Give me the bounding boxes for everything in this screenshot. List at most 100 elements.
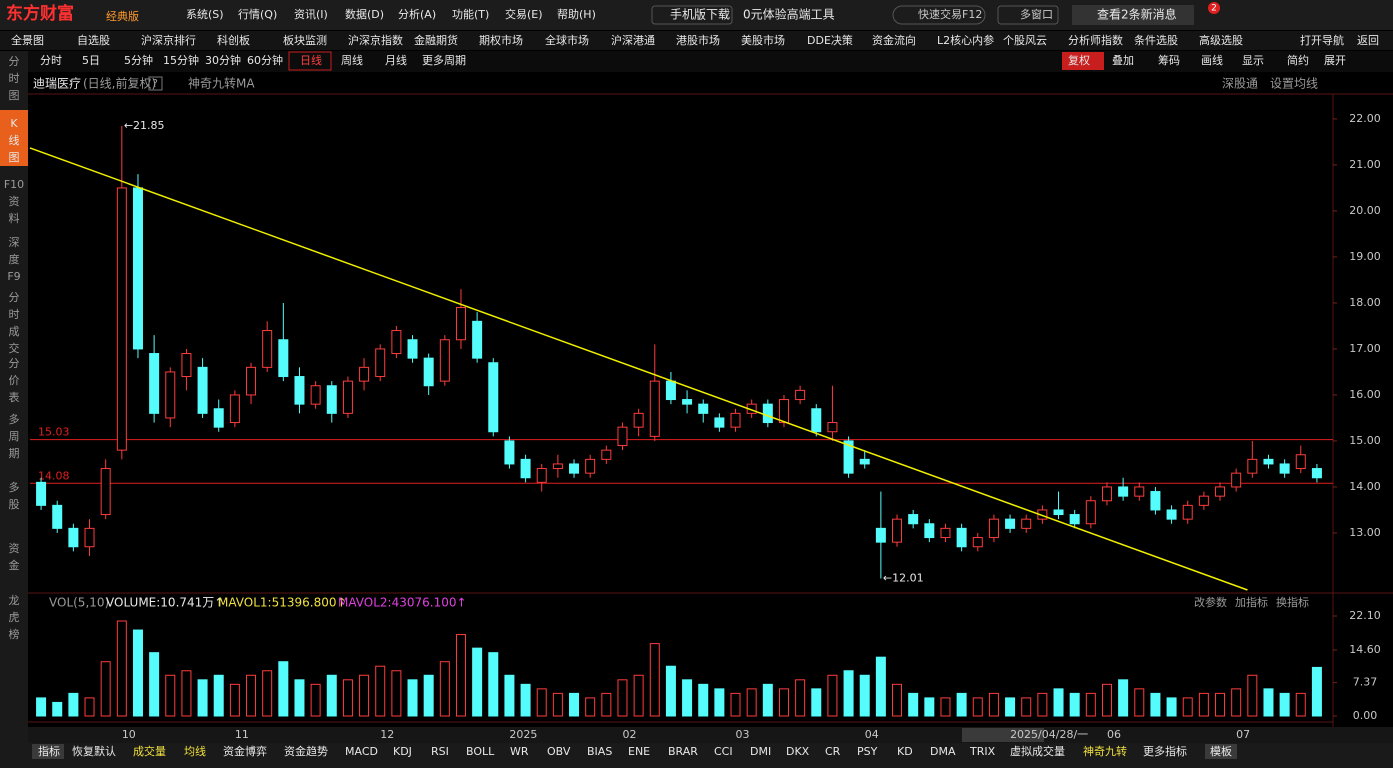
period[interactable]: 5分钟 bbox=[124, 53, 153, 67]
indicator-tab[interactable]: 更多指标 bbox=[1143, 744, 1187, 758]
help-box[interactable] bbox=[148, 76, 163, 91]
period[interactable]: 30分钟 bbox=[205, 53, 241, 67]
vol-action[interactable]: 加指标 bbox=[1235, 595, 1268, 609]
indicator-tab[interactable]: DMA bbox=[930, 745, 956, 758]
help[interactable]: ? bbox=[152, 77, 158, 90]
nav-item[interactable]: 个股风云 bbox=[1003, 34, 1047, 47]
menu-item[interactable]: 系统(S) bbox=[186, 8, 224, 21]
menu-item[interactable]: 行情(Q) bbox=[238, 8, 277, 21]
indicator-tab[interactable]: 资金趋势 bbox=[284, 744, 328, 758]
nav-item[interactable]: 返回 bbox=[1357, 34, 1379, 47]
sidebar-item[interactable]: 分时图 bbox=[9, 55, 20, 102]
indicator-tab[interactable]: 虚拟成交量 bbox=[1010, 744, 1065, 758]
period[interactable]: 5日 bbox=[82, 54, 100, 67]
tool[interactable]: 展开 bbox=[1324, 54, 1346, 67]
nav-item[interactable]: 全球市场 bbox=[545, 33, 589, 47]
indicator-tab[interactable]: TRIX bbox=[969, 745, 996, 758]
nav-item[interactable]: 自选股 bbox=[77, 34, 110, 47]
sidebar-item[interactable]: 分价表 bbox=[9, 357, 20, 404]
nav-item[interactable]: 科创板 bbox=[217, 33, 250, 47]
period[interactable]: 15分钟 bbox=[163, 53, 199, 67]
multi-window-button[interactable] bbox=[997, 5, 1059, 25]
nav-item[interactable]: 高级选股 bbox=[1199, 33, 1243, 47]
nav-item[interactable]: DDE决策 bbox=[807, 33, 853, 47]
indicator-tab[interactable]: PSY bbox=[857, 745, 878, 758]
menu-item[interactable]: 数据(D) bbox=[345, 7, 384, 21]
indicator-tab[interactable]: DMI bbox=[750, 745, 771, 758]
sidebar-item[interactable]: F10 资料 bbox=[4, 178, 24, 225]
menu-item[interactable]: 资讯(I) bbox=[294, 8, 328, 21]
nav-item[interactable]: 条件选股 bbox=[1134, 33, 1178, 47]
indicator-tab[interactable]: 指标 bbox=[38, 744, 60, 758]
indicator-tab[interactable]: 均线 bbox=[184, 744, 206, 758]
indicator-tab[interactable]: 神奇九转 bbox=[1083, 744, 1127, 758]
indicator-tab[interactable]: OBV bbox=[547, 745, 571, 758]
indicator-tab[interactable]: CCI bbox=[714, 745, 733, 758]
indicator-tab[interactable]: 模板 bbox=[1210, 744, 1232, 758]
sidebar-item[interactable]: 多股 bbox=[9, 480, 20, 511]
sidebar-item[interactable]: 资金 bbox=[9, 542, 20, 572]
mobile-button[interactable] bbox=[651, 5, 733, 25]
nav-item[interactable]: 美股市场 bbox=[741, 33, 785, 47]
tool[interactable]: 显示 bbox=[1242, 54, 1264, 67]
nav-item[interactable]: 资金流向 bbox=[872, 33, 916, 47]
nav-item[interactable]: 全景图 bbox=[11, 33, 44, 47]
period[interactable]: 分时 bbox=[40, 54, 62, 67]
nav-item[interactable]: 港股市场 bbox=[676, 33, 720, 47]
promo-link[interactable]: 0元体验高端工具 bbox=[743, 7, 835, 22]
tool[interactable]: 复权 bbox=[1068, 53, 1090, 67]
vol-action[interactable]: 改参数 bbox=[1194, 595, 1227, 609]
tool[interactable]: 筹码 bbox=[1158, 53, 1180, 67]
sidebar-item[interactable]: 龙虎榜 bbox=[9, 594, 20, 641]
indicator-tab[interactable]: CR bbox=[825, 745, 841, 758]
link[interactable]: 深股通 bbox=[1222, 77, 1258, 91]
sidebar-item[interactable]: 分时成交 bbox=[9, 291, 20, 355]
nav-item[interactable]: 期权市场 bbox=[479, 33, 523, 47]
quick-trade[interactable]: 快速交易F12 bbox=[918, 7, 982, 21]
messages[interactable]: 查看2条新消息 bbox=[1097, 7, 1177, 22]
indicator-tab[interactable]: 恢复默认 bbox=[72, 744, 116, 758]
tool[interactable]: 叠加 bbox=[1112, 54, 1134, 67]
indicator-tab[interactable]: BOLL bbox=[466, 745, 495, 758]
indicator-tab[interactable]: WR bbox=[510, 745, 529, 758]
indicator-tab[interactable]: DKX bbox=[786, 745, 810, 758]
vol-action[interactable]: 换指标 bbox=[1276, 595, 1309, 609]
tool[interactable]: 简约 bbox=[1287, 53, 1309, 67]
nav-item[interactable]: 板块监测 bbox=[283, 33, 327, 47]
period[interactable]: 月线 bbox=[385, 53, 407, 67]
menu-item[interactable]: 交易(E) bbox=[505, 7, 543, 21]
nav-item[interactable]: 沪深港通 bbox=[611, 33, 655, 47]
link[interactable]: 设置均线 bbox=[1270, 77, 1318, 91]
menu-item[interactable]: 帮助(H) bbox=[557, 7, 596, 21]
candle-body bbox=[1150, 491, 1161, 511]
sidebar-item[interactable]: 多周期 bbox=[9, 412, 20, 460]
nav-item[interactable]: 沪深京指数 bbox=[348, 33, 403, 47]
indicator-tab[interactable]: MACD bbox=[345, 745, 378, 758]
indicator-tab[interactable]: BRAR bbox=[668, 745, 698, 758]
quick-trade-button[interactable] bbox=[892, 5, 986, 25]
nav-item[interactable]: 打开导航 bbox=[1300, 33, 1344, 47]
indicator-tab[interactable]: KD bbox=[897, 745, 913, 758]
period[interactable]: 周线 bbox=[341, 53, 363, 67]
menu-item[interactable]: 功能(T) bbox=[452, 7, 489, 21]
period[interactable]: 日线 bbox=[300, 53, 322, 67]
period[interactable]: 更多周期 bbox=[422, 53, 466, 67]
indicator-tab[interactable]: 资金博弈 bbox=[223, 744, 267, 758]
sidebar-item[interactable]: 深度 F9 bbox=[7, 236, 20, 283]
tool[interactable]: 画线 bbox=[1201, 53, 1223, 67]
indicator-tab[interactable]: BIAS bbox=[587, 745, 612, 758]
indicator-tab[interactable]: ENE bbox=[628, 745, 650, 758]
period[interactable]: 60分钟 bbox=[247, 53, 283, 67]
indicator-tab[interactable]: RSI bbox=[431, 745, 449, 758]
indicator-tab[interactable]: 成交量 bbox=[133, 744, 166, 758]
nav-item[interactable]: L2核心内参 bbox=[937, 33, 994, 47]
sidebar-item[interactable]: K 线图 bbox=[9, 117, 20, 164]
indicator-tab[interactable]: KDJ bbox=[393, 745, 412, 758]
multi-window[interactable]: 多窗口 bbox=[1020, 7, 1053, 21]
nav-item[interactable]: 分析师指数 bbox=[1068, 33, 1123, 47]
message-box[interactable] bbox=[1072, 5, 1194, 25]
nav-item[interactable]: 沪深京排行 bbox=[141, 33, 196, 47]
mobile-link[interactable]: 手机版下载 bbox=[670, 8, 730, 22]
menu-item[interactable]: 分析(A) bbox=[398, 7, 436, 21]
nav-item[interactable]: 金融期货 bbox=[414, 33, 458, 47]
